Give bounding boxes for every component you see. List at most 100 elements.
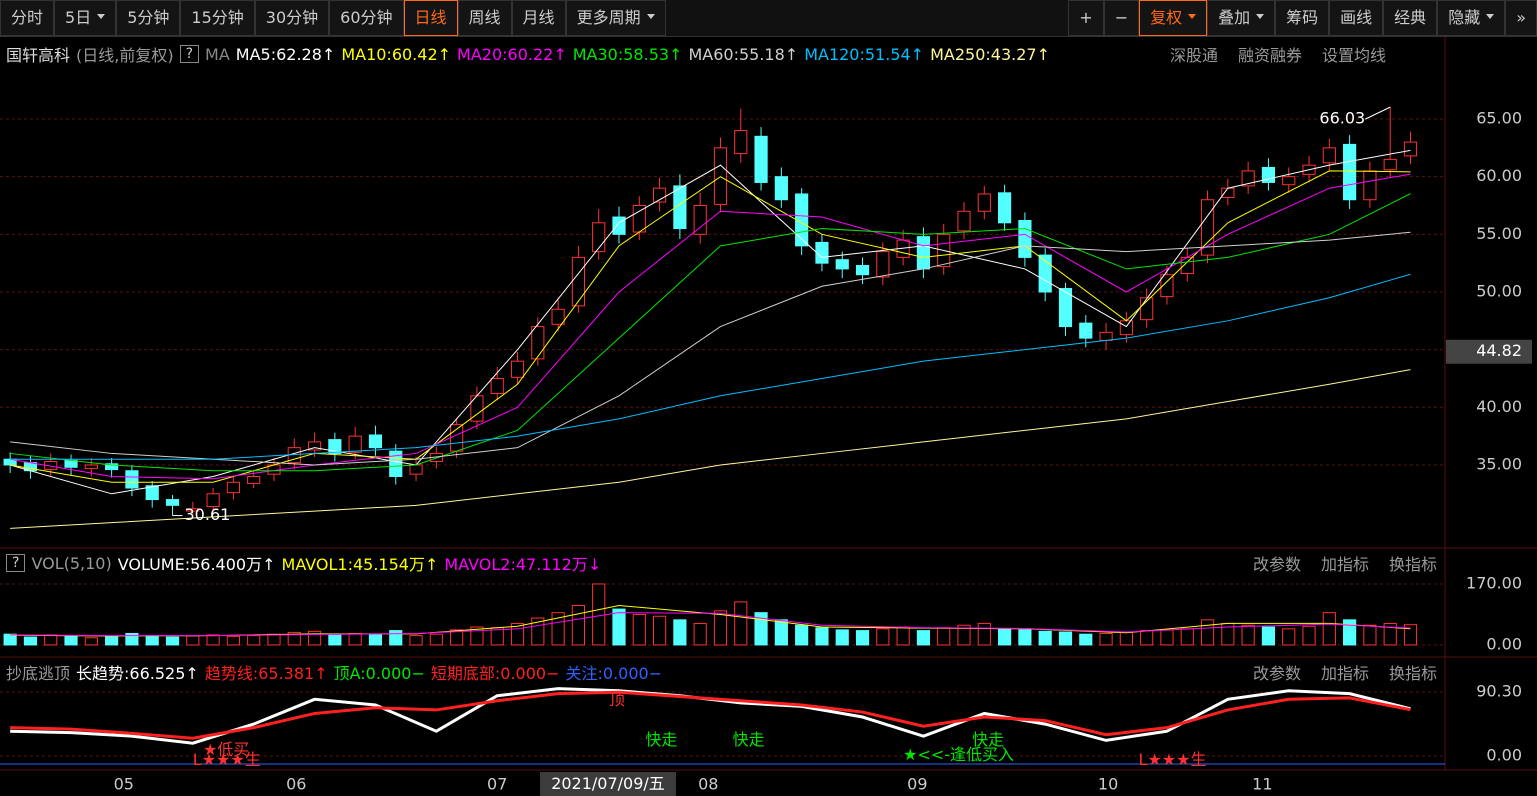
toolbar-button[interactable]: 15分钟 (180, 0, 255, 36)
toolbar-button[interactable]: 隐藏 (1437, 0, 1506, 36)
toolbar-button[interactable]: 经典 (1383, 0, 1438, 36)
toolbar-button[interactable]: 30分钟 (254, 0, 330, 36)
mode: (日线,前复权) (76, 46, 174, 65)
x-tick-label: 09 (907, 775, 927, 794)
toolbar-button[interactable]: 月线 (511, 0, 566, 36)
panel-link[interactable]: 改参数 (1252, 664, 1301, 683)
toolbar-button[interactable]: − (1103, 0, 1140, 36)
toolbar-button[interactable]: 周线 (457, 0, 512, 36)
candle-body (1119, 320, 1133, 336)
panel-link[interactable]: 深股通 (1170, 46, 1219, 65)
volume-bar (1282, 628, 1296, 646)
candle-body (815, 241, 829, 264)
candle-body (226, 481, 240, 494)
series-line (10, 690, 1411, 740)
toolbar-button[interactable]: 日线 (403, 0, 458, 36)
candle-body (673, 185, 687, 230)
volume-bar (1200, 619, 1215, 646)
annotation: 快走 (972, 730, 1004, 749)
toolbar-button[interactable]: 复权 (1139, 0, 1208, 36)
volume-bar (835, 629, 849, 646)
y-tick-label: 170.00 (1466, 573, 1522, 592)
toolbar-button[interactable]: 5日 (54, 0, 117, 36)
extreme-pointer (1364, 106, 1391, 120)
x-tick-label: 05 (114, 775, 134, 794)
vol-value: VOLUME:56.400万↑ (117, 555, 276, 574)
candle-body (1200, 199, 1215, 256)
candle-body (1241, 170, 1255, 187)
legend-entry: MA10:60.42↑ (341, 44, 452, 64)
candle-body (1099, 331, 1113, 341)
volume-bar (1241, 624, 1255, 646)
candle-body (916, 236, 931, 270)
volume-bar (429, 633, 443, 646)
volume-bar (754, 612, 768, 646)
toolbar-button[interactable]: 分时 (0, 0, 55, 36)
toolbar-button[interactable]: » (1505, 0, 1537, 36)
volume-bar (23, 636, 38, 646)
candle-body (1343, 143, 1357, 201)
candle-body (84, 464, 98, 469)
volume-bar (1099, 632, 1113, 646)
volume-bar (1383, 622, 1397, 646)
volume-bar (450, 629, 464, 646)
annotation: ★<<-逢低买入 (903, 745, 1014, 764)
legend-entry: MA60:55.18↑ (688, 44, 799, 64)
volume-bar (612, 608, 626, 646)
panel-link[interactable]: 融资融券 (1238, 46, 1303, 65)
candle-body (1079, 322, 1093, 339)
candle-body (368, 434, 383, 449)
candle-body (754, 135, 768, 183)
toolbar-button[interactable]: 60分钟 (329, 0, 404, 36)
panel-link[interactable]: 换指标 (1388, 664, 1437, 683)
series-line (10, 193, 1411, 472)
candle-body (64, 459, 78, 468)
candle-body (328, 439, 342, 454)
volume-bar (734, 601, 748, 646)
candle-body (307, 441, 322, 451)
candle-body (490, 377, 504, 394)
series-line (10, 612, 1411, 637)
annotation: L★★★生 (193, 750, 261, 769)
panel-link[interactable]: 加指标 (1320, 664, 1369, 683)
background (0, 37, 1537, 796)
x-tick-label: 10 (1098, 775, 1118, 794)
volume-bar (84, 637, 98, 646)
volume-bar (64, 635, 78, 646)
help[interactable]: ? (6, 554, 26, 572)
annotation: ★低买 (203, 740, 249, 759)
toolbar-button[interactable]: + (1068, 0, 1104, 36)
ma-label: MA (205, 44, 230, 64)
annotation: 快走 (645, 730, 677, 749)
panel-link[interactable]: 改参数 (1252, 555, 1301, 574)
volume-bar (551, 612, 565, 646)
panel-link[interactable]: 设置均线 (1322, 46, 1387, 65)
volume-bar (470, 626, 484, 646)
help[interactable]: ? (179, 45, 200, 63)
toolbar-button[interactable]: 画线 (1329, 0, 1384, 36)
volume-bar (44, 634, 58, 646)
toolbar-button[interactable]: 5分钟 (116, 0, 181, 36)
y-tick-label: 60.00 (1476, 166, 1522, 185)
volume-bar (693, 622, 707, 646)
toolbar-button[interactable]: 更多周期 (565, 0, 666, 36)
volume-bar (105, 635, 119, 646)
panel-link[interactable]: 换指标 (1388, 555, 1437, 574)
volume-bar (571, 604, 585, 646)
volume-bar (3, 633, 17, 646)
toolbar-button[interactable]: 叠加 (1207, 0, 1276, 36)
volume-bar (1403, 624, 1418, 646)
series-line (10, 273, 1411, 460)
last-price-tag (1446, 339, 1532, 364)
candle-body (1403, 141, 1418, 157)
indicator-legend: 抄底逃顶 长趋势:66.525↑ 趋势线:65.381↑ 顶A:0.000− 短期底部… (6, 660, 668, 684)
toolbar-button[interactable]: 筹码 (1275, 0, 1330, 36)
volume-bar (409, 635, 423, 646)
candle-body (612, 216, 626, 235)
candle-body (531, 326, 545, 360)
candle-body (592, 222, 606, 253)
panel-link[interactable]: 加指标 (1320, 555, 1369, 574)
series-line (10, 149, 1411, 495)
series-line (10, 173, 1411, 480)
annotation: 顶 (609, 690, 625, 709)
